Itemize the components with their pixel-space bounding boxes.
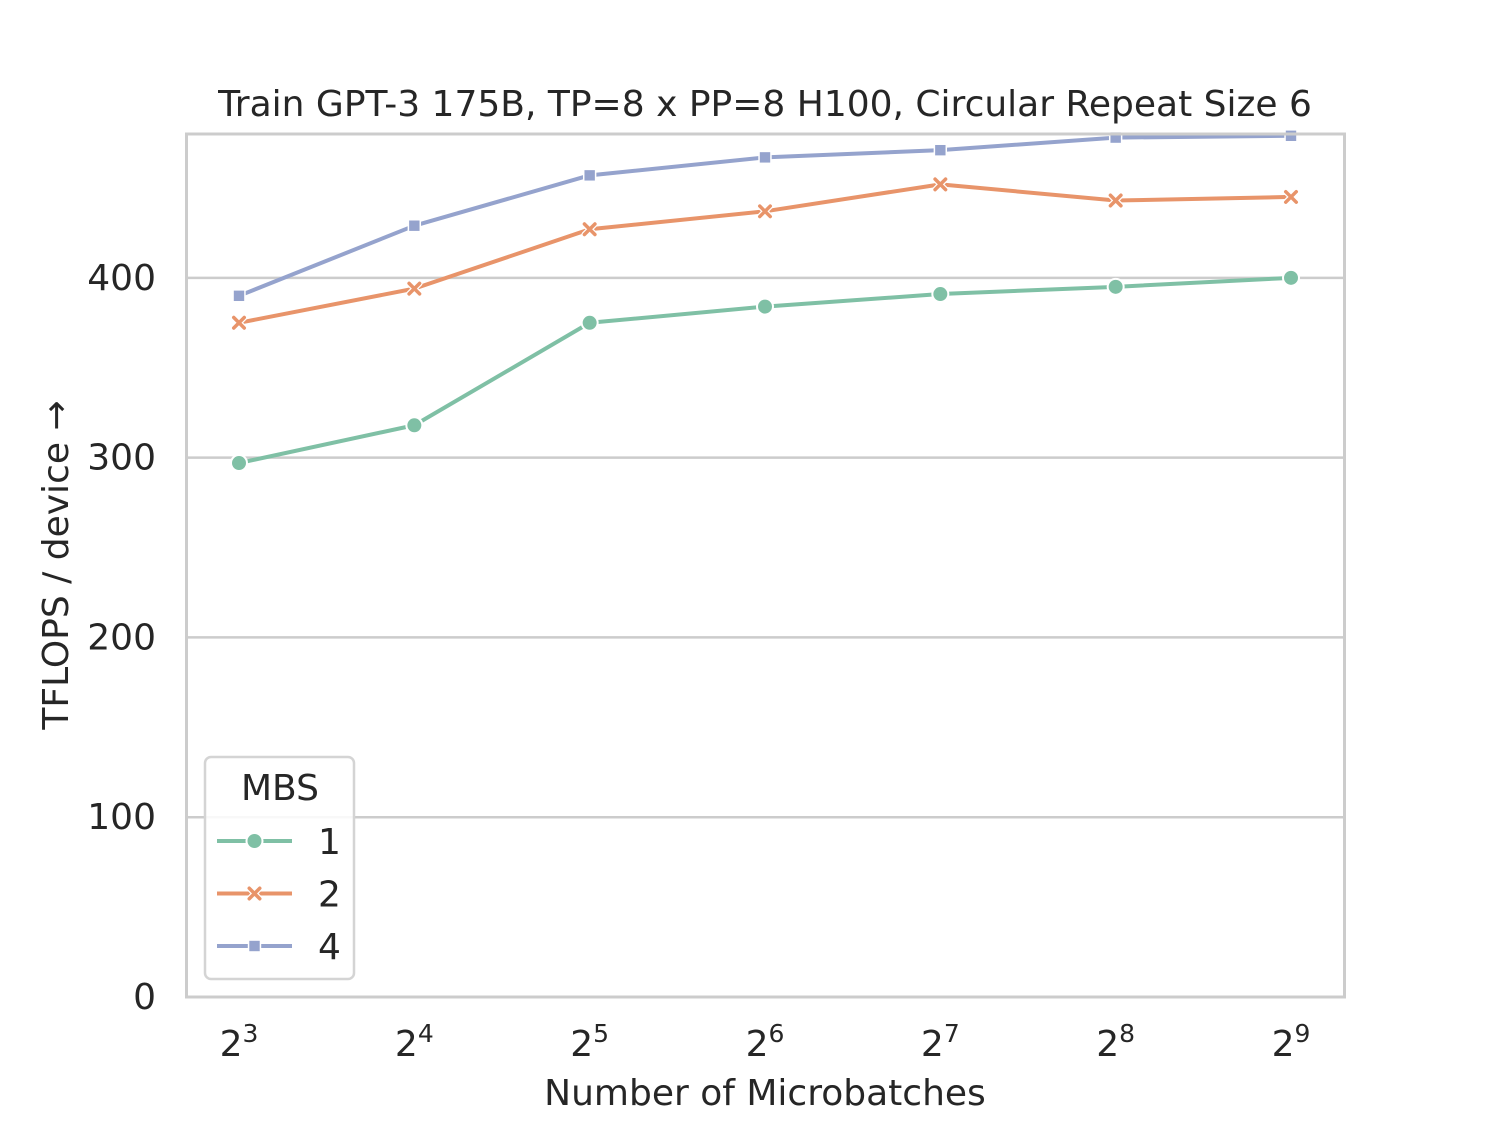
legend-marker <box>246 885 263 902</box>
data-point <box>758 150 772 165</box>
legend-entry: 2 <box>217 875 341 916</box>
data-point <box>230 314 248 332</box>
y-tick-label: 100 <box>87 797 156 838</box>
legend-label: 2 <box>318 875 341 916</box>
data-point <box>933 143 948 157</box>
x-tick-labels: 23 24 25 26 27 28 29 <box>220 1019 1311 1065</box>
x-tick-label: 27 <box>921 1019 960 1065</box>
grid-lines <box>186 276 1345 819</box>
data-point <box>756 203 774 220</box>
x-tick-label: 23 <box>220 1019 259 1065</box>
y-tick-label: 400 <box>87 258 156 299</box>
data-point <box>932 176 949 193</box>
legend-label: 4 <box>318 927 341 968</box>
data-point <box>1284 129 1298 143</box>
legend-entry: 1 <box>217 822 341 863</box>
legend-entries: 1 2 4 <box>217 822 341 968</box>
plot-frame <box>185 132 1346 999</box>
data-point <box>756 297 774 316</box>
series-layer <box>230 129 1300 473</box>
data-point <box>580 313 599 332</box>
data-point <box>406 280 423 297</box>
x-tick-label: 26 <box>746 1019 785 1065</box>
x-tick-label: 29 <box>1272 1019 1311 1065</box>
data-point <box>405 416 424 435</box>
legend-marker <box>247 939 262 953</box>
x-tick-label: 28 <box>1096 1019 1135 1065</box>
data-point <box>581 221 598 238</box>
legend-marker <box>245 832 264 850</box>
x-tick-label: 25 <box>570 1019 609 1065</box>
legend-box <box>203 755 356 981</box>
series-4 <box>232 129 1298 303</box>
data-point <box>582 168 597 183</box>
data-point <box>1106 277 1125 296</box>
legend: MBS 1 2 4 <box>203 755 356 981</box>
x-axis-label: Number of Microbatches <box>544 1073 986 1114</box>
legend-entry: 4 <box>217 927 341 968</box>
data-point <box>232 289 246 303</box>
data-point <box>1108 130 1123 145</box>
y-axis-label: TFLOPS / device → <box>36 400 77 730</box>
y-tick-labels: 0 100 200 300 400 <box>87 258 156 1018</box>
data-point <box>1282 188 1300 206</box>
data-point <box>230 454 248 473</box>
data-point <box>1282 268 1300 287</box>
chart-title: Train GPT-3 175B, TP=8 x PP=8 H100, Circ… <box>217 84 1312 125</box>
series-1 <box>230 268 1300 473</box>
y-tick-label: 200 <box>87 617 156 658</box>
legend-title: MBS <box>241 768 319 809</box>
data-point <box>1107 192 1124 209</box>
legend-label: 1 <box>318 822 341 863</box>
x-tick-label: 24 <box>395 1019 434 1065</box>
series-2 <box>230 176 1300 332</box>
y-tick-label: 300 <box>87 438 156 479</box>
y-tick-label: 0 <box>133 977 156 1018</box>
data-point <box>407 218 422 233</box>
data-point <box>931 285 950 304</box>
